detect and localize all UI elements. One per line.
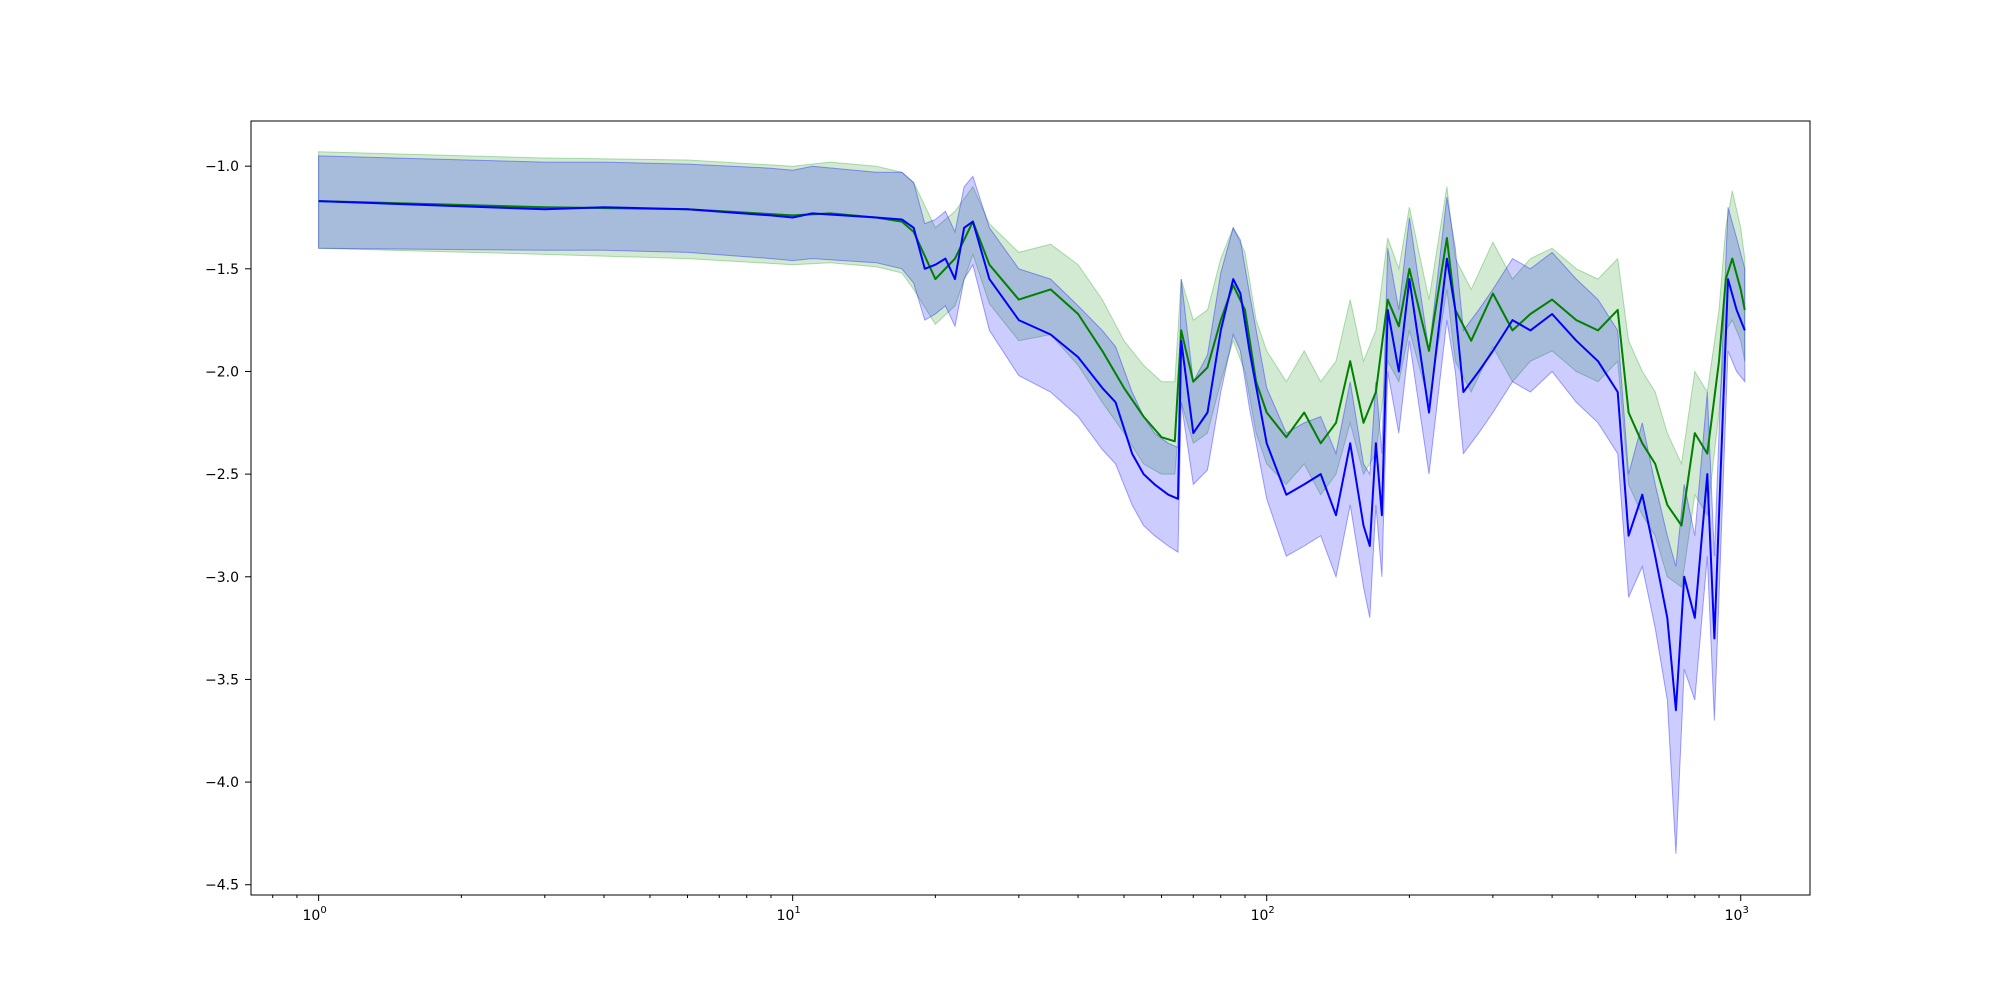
x-tick-base: 10 <box>1725 908 1743 924</box>
y-tick-label: −1.0 <box>205 159 239 175</box>
y-tick-label: −1.5 <box>205 262 239 278</box>
x-tick-label: 101 <box>777 905 801 924</box>
x-tick-label: 103 <box>1725 905 1749 924</box>
x-tick-label: 102 <box>1251 905 1275 924</box>
x-tick-label: 100 <box>303 905 327 924</box>
confidence-bands <box>318 151 1746 854</box>
series-0-band <box>318 151 1746 588</box>
y-tick-label: −4.0 <box>205 775 239 791</box>
x-tick-base: 10 <box>303 908 321 924</box>
x-tick-exponent: 1 <box>794 905 800 916</box>
y-tick-label: −3.0 <box>205 570 239 586</box>
x-axis: 100 101 102 103 <box>272 895 1749 924</box>
y-tick-label: −4.5 <box>205 878 239 894</box>
series-1-line <box>318 200 1746 712</box>
y-tick-label: −2.0 <box>205 364 239 380</box>
x-tick-exponent: 3 <box>1742 905 1748 916</box>
x-tick-base: 10 <box>1251 908 1269 924</box>
series-1-band <box>318 155 1746 854</box>
y-tick-label: −2.5 <box>205 467 239 483</box>
x-tick-base: 10 <box>777 908 795 924</box>
x-tick-exponent: 2 <box>1268 905 1274 916</box>
y-axis: −1.0 −1.5 −2.0 −2.5 −3.0 −3.5 −4.0 −4.5 <box>205 159 251 894</box>
plot-frame <box>250 120 1811 896</box>
series-lines <box>318 200 1746 712</box>
y-tick-label: −3.5 <box>205 672 239 688</box>
x-tick-exponent: 0 <box>320 905 326 916</box>
